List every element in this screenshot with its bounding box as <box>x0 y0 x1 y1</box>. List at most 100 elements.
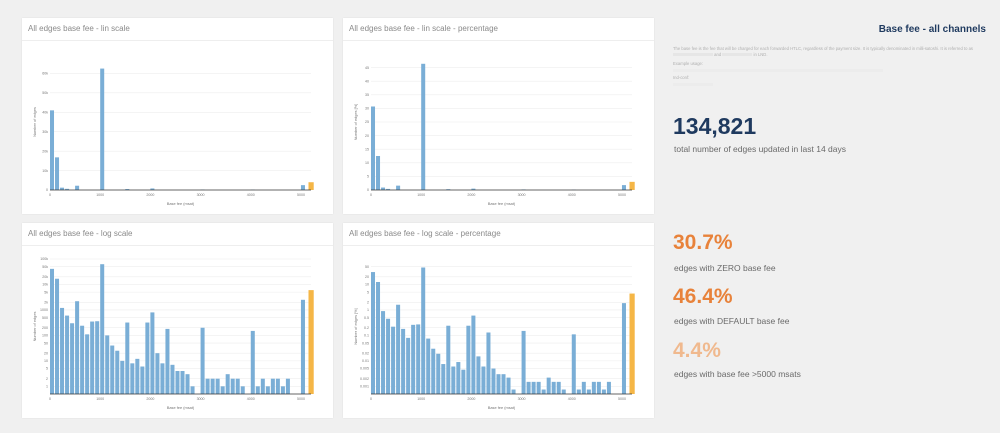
x-axis-label: Base fee (msat) <box>167 405 195 410</box>
histogram-bar <box>235 378 240 394</box>
histogram-bar <box>125 322 130 394</box>
y-axis-label: Number of edges <box>32 107 37 137</box>
x-tick-label: 0 <box>370 397 372 401</box>
histogram-bar <box>521 330 526 394</box>
histogram-bar <box>215 378 220 394</box>
panel-divider <box>22 245 333 246</box>
x-tick-label: 1000 <box>96 193 104 197</box>
y-tick-label: 50 <box>44 341 48 345</box>
y-tick-label: 20k <box>42 149 48 153</box>
histogram-bar <box>451 366 456 394</box>
histogram-bar <box>55 157 60 190</box>
description: The base fee is the fee that will be cha… <box>673 46 978 86</box>
histogram-bar <box>65 188 70 190</box>
x-tick-label: 2000 <box>467 397 475 401</box>
histogram-bar <box>180 371 185 394</box>
y-tick-label: 20 <box>44 351 48 355</box>
histogram-bar <box>60 187 65 190</box>
y-tick-label: 0 <box>46 188 48 192</box>
y-tick-label: 40k <box>42 110 48 114</box>
histogram-bar <box>150 188 155 190</box>
histogram-bar <box>255 386 260 394</box>
histogram-bar <box>105 335 110 394</box>
histogram-bar <box>220 386 225 394</box>
histogram-bar <box>381 187 386 190</box>
histogram-bar <box>250 330 255 394</box>
histogram-bar <box>526 381 531 394</box>
histogram-bar <box>386 318 391 394</box>
histogram-bar <box>396 304 401 394</box>
histogram-bar <box>165 328 170 394</box>
x-tick-label: 3000 <box>197 193 205 197</box>
histogram-bar <box>561 389 566 394</box>
y-tick-label: 0.05 <box>362 341 369 345</box>
chart-panel-log-pct: All edges base fee - log scale - percent… <box>343 223 654 418</box>
y-tick-label: 0.02 <box>362 351 369 355</box>
histogram-bar <box>110 345 115 394</box>
histogram-bar <box>431 348 436 394</box>
histogram-bar <box>140 366 145 394</box>
chart-title: All edges base fee - lin scale - percent… <box>349 24 498 33</box>
histogram-bar <box>401 328 406 394</box>
histogram-bar <box>436 353 441 394</box>
histogram-bar <box>501 374 506 394</box>
chart-panel-lin: All edges base fee - lin scale 0 10k 20k 30… <box>22 18 333 214</box>
code-line <box>673 83 713 86</box>
histogram-bar <box>576 389 581 394</box>
histogram-bar <box>411 324 416 394</box>
histogram-bar <box>95 321 100 394</box>
histogram-bar <box>571 334 576 394</box>
chart-title: All edges base fee - lin scale <box>28 24 130 33</box>
histogram-bar <box>285 378 290 394</box>
x-tick-label: 5000 <box>297 397 305 401</box>
histogram-bar <box>240 386 245 394</box>
histogram-bar <box>586 389 591 394</box>
histogram-bar <box>606 381 611 394</box>
histogram-bar <box>591 381 596 394</box>
histogram-bar <box>421 63 426 190</box>
y-tick-label: 10 <box>365 161 369 165</box>
y-tick-label: 5 <box>367 290 369 294</box>
overflow-bar <box>308 182 314 190</box>
y-tick-label: 0.2 <box>364 326 369 330</box>
histogram-bar <box>115 350 120 394</box>
histogram-bar <box>155 353 160 394</box>
histogram-bar <box>200 327 205 394</box>
histogram-bar <box>621 303 626 394</box>
y-tick-label: 15 <box>365 147 369 151</box>
x-tick-label: 5000 <box>618 193 626 197</box>
y-tick-label: 1 <box>46 385 48 389</box>
x-tick-label: 1000 <box>96 397 104 401</box>
histogram-bar <box>260 378 265 394</box>
histogram-bar <box>416 324 421 394</box>
histogram-bar <box>536 381 541 394</box>
histogram-bar <box>541 389 546 394</box>
total-edges-caption: total number of edges updated in last 14… <box>674 144 847 154</box>
description-end: in LND. <box>753 52 768 57</box>
description-text: The base fee is the fee that will be cha… <box>673 46 978 58</box>
histogram-bar <box>376 156 381 190</box>
x-axis-label: Base fee (msat) <box>488 201 516 206</box>
y-tick-label: 20 <box>365 275 369 279</box>
histogram-bar <box>446 189 451 190</box>
y-tick-label: 10k <box>42 283 48 287</box>
histogram-bar <box>496 374 501 394</box>
histogram-bar <box>85 334 90 394</box>
histogram-bar <box>80 325 85 394</box>
y-tick-label: 100 <box>42 334 48 338</box>
y-tick-label: 2 <box>367 300 369 304</box>
y-axis-label: Number of edges [%] <box>353 104 358 141</box>
histogram-bar <box>371 106 376 190</box>
histogram-bar <box>456 362 461 394</box>
zero-fee-percent: 30.7% <box>673 231 733 254</box>
histogram-bar <box>75 301 80 394</box>
x-axis-label: Base fee (msat) <box>488 405 516 410</box>
histogram-bar <box>125 189 130 190</box>
default-fee-percent: 46.4% <box>673 285 733 308</box>
histogram-bar <box>90 321 95 394</box>
histogram-bar <box>421 267 426 394</box>
y-tick-label: 20k <box>42 275 48 279</box>
histogram-bar <box>511 389 516 394</box>
histogram-bar <box>225 374 230 394</box>
y-tick-label: 0.001 <box>360 385 369 389</box>
